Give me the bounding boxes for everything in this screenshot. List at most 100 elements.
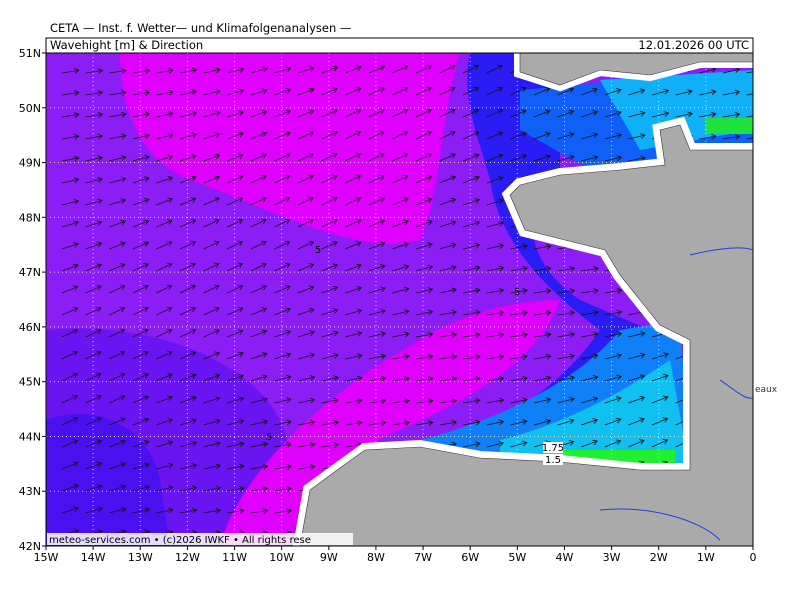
direction-arrow [368, 331, 387, 338]
direction-arrow [651, 373, 669, 382]
direction-arrow [533, 418, 552, 426]
direction-arrow [439, 376, 458, 382]
direction-arrow [203, 418, 221, 426]
direction-arrow [227, 485, 245, 492]
direction-arrow [203, 153, 221, 162]
direction-arrow [274, 508, 292, 514]
direction-arrow [510, 419, 528, 426]
direction-arrow [392, 353, 410, 360]
direction-arrow [132, 462, 150, 470]
direction-arrow [604, 155, 623, 162]
direction-arrow [203, 485, 222, 492]
direction-arrow [581, 132, 599, 140]
direction-arrow [156, 373, 173, 382]
direction-arrow [628, 395, 646, 404]
direction-arrow [392, 420, 410, 426]
direction-arrow [392, 130, 409, 140]
direction-arrow [368, 152, 385, 162]
direction-arrow [156, 328, 173, 338]
direction-arrow [628, 88, 646, 96]
lon-label: 7W [414, 551, 432, 564]
direction-arrow [486, 332, 505, 338]
direction-arrow [297, 240, 315, 250]
direction-arrow [415, 219, 433, 228]
direction-arrow [156, 132, 174, 140]
direction-arrow [510, 354, 528, 360]
wave-field [220, 300, 560, 546]
direction-arrow [61, 177, 80, 184]
direction-arrow [392, 65, 409, 74]
direction-arrow [415, 354, 434, 360]
direction-arrow [274, 88, 292, 96]
direction-arrow [368, 398, 387, 404]
direction-arrow [321, 263, 339, 272]
direction-arrow [722, 111, 741, 118]
land-england [519, 53, 753, 86]
credit-bg [47, 533, 353, 545]
direction-arrow [179, 463, 198, 470]
direction-arrow [368, 219, 386, 228]
direction-arrow [274, 307, 291, 316]
direction-arrow [722, 134, 741, 140]
direction-arrow [439, 354, 458, 360]
direction-arrow [581, 288, 599, 294]
lat-label: 42N [19, 540, 41, 553]
direction-arrow [368, 87, 385, 96]
direction-arrow [132, 328, 149, 338]
direction-arrow [250, 486, 269, 492]
direction-arrow [179, 154, 197, 162]
direction-arrow [463, 309, 481, 316]
direction-arrow [486, 131, 504, 140]
direction-arrow [533, 243, 552, 250]
direction-arrow [439, 175, 457, 184]
direction-arrow [345, 420, 363, 426]
direction-arrow [203, 373, 221, 382]
lat-label: 49N [19, 157, 41, 170]
direction-arrow [250, 240, 267, 250]
direction-arrow [581, 353, 599, 360]
wave-field [120, 53, 460, 245]
lon-label: 2W [650, 551, 668, 564]
direction-arrow [156, 485, 174, 492]
direction-arrow [61, 461, 79, 470]
direction-arrow [392, 331, 410, 338]
direction-arrow [61, 372, 79, 382]
direction-arrow [415, 331, 434, 338]
direction-arrow [510, 440, 528, 448]
direction-arrow [179, 351, 197, 360]
direction-arrow [557, 288, 576, 294]
direction-arrow [61, 198, 80, 206]
direction-arrow [463, 108, 480, 118]
direction-arrow [132, 219, 150, 228]
direction-arrow [699, 111, 717, 118]
direction-arrow [392, 197, 409, 206]
direction-arrow [61, 350, 79, 360]
direction-arrow [109, 90, 127, 96]
direction-arrow [533, 154, 551, 162]
direction-arrow [203, 175, 221, 184]
direction-arrow [132, 507, 151, 514]
lon-label: 14W [81, 551, 106, 564]
direction-arrow [109, 328, 126, 338]
direction-arrow [486, 109, 504, 118]
direction-arrow [109, 484, 127, 492]
direction-arrow [345, 241, 362, 250]
direction-arrow [297, 196, 315, 206]
direction-arrow [61, 133, 80, 140]
direction-arrow [392, 86, 409, 96]
direction-arrow [156, 219, 173, 228]
direction-arrow [109, 350, 126, 360]
direction-arrow [297, 218, 315, 228]
direction-arrow [156, 67, 174, 74]
direction-arrow [486, 397, 505, 404]
lon-label: 4W [556, 551, 574, 564]
direction-arrow [321, 330, 339, 338]
direction-arrow [297, 131, 315, 140]
direction-arrow [628, 155, 646, 162]
direction-arrow [557, 375, 575, 382]
direction-arrow [85, 90, 104, 96]
direction-arrow [604, 309, 623, 316]
direction-arrow [250, 307, 268, 316]
direction-arrow [179, 240, 197, 250]
lon-label: 11W [222, 551, 247, 564]
